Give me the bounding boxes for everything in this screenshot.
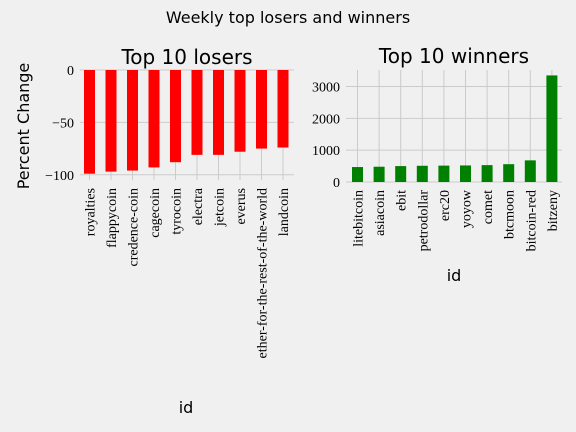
losers-chart-bar [84,70,95,174]
losers-chart-bar [127,70,138,171]
winners-chart-ytick-label: 1000 [312,144,340,159]
losers-chart-xlabel: id [179,398,194,417]
winners-chart-xtick-label: ebit [395,190,410,211]
losers-chart-bar [256,70,267,149]
losers-chart-ytick-label: −100 [45,169,74,184]
losers-chart-ylabel: Percent Change [14,63,33,190]
losers-chart-xtick-label: tyrocoin [170,188,185,235]
winners-chart-xlabel: id [447,266,462,285]
losers-chart-bar [234,70,246,152]
losers-chart-xtick-label: ether-for-the-rest-of-the-world [256,188,271,358]
losers-chart-xtick-label: flappycoin [105,188,120,248]
winners-chart-xtick-label: petrodollar [416,190,431,252]
winners-chart-xtick-label: asiacoin [373,190,388,236]
winners-chart-xtick-label: btcmoon [503,190,518,239]
winners-chart-bar [438,165,450,182]
winners-chart-bar [503,164,515,182]
winners-chart-bar [546,75,558,182]
winners-chart-xtick-label: bitcoin-red [524,190,539,251]
losers-chart-ytick-label: 0 [67,64,74,79]
winners-chart: Top 10 winners id 0 1000 2000 3000 litebitco… [312,44,562,285]
losers-chart-xtick-label: cagecoin [148,188,163,238]
winners-chart-bar [373,166,385,182]
winners-chart-bar [395,166,407,182]
losers-chart-ytick-label: −50 [52,116,74,131]
losers-chart-xtick-label: everus [234,188,249,225]
winners-chart-xtick-label: litebitcoin [352,190,367,247]
losers-chart-bar [148,70,160,168]
losers-chart-bar [213,70,224,155]
winners-chart-bar [460,165,471,182]
winners-chart-bar [524,160,536,182]
losers-chart-bar [191,70,203,155]
winners-chart-ytick-label: 2000 [312,112,340,127]
losers-chart: Top 10 losers Percent Change id 0 −50 −100… [14,45,294,417]
figure-suptitle: Weekly top losers and winners [166,8,410,27]
losers-chart-bar [170,70,181,163]
winners-chart-xtick-label: bitzeny [546,190,561,231]
losers-chart-bar [105,70,117,172]
losers-chart-xtick-label: royalties [84,188,99,236]
losers-chart-xtick-label: jetcoin [213,188,228,227]
winners-chart-ytick-label: 0 [333,176,340,191]
losers-chart-xtick-label: landcoin [277,188,292,236]
winners-chart-ytick-label: 3000 [312,81,340,96]
winners-chart-bar [352,167,363,182]
winners-chart-xtick-label: yoyow [460,189,475,228]
winners-chart-bar [481,165,493,182]
winners-chart-title: Top 10 winners [378,44,529,68]
losers-chart-xtick-label: credence-coin [127,188,142,267]
winners-chart-bar [416,165,428,182]
winners-chart-xtick-label: erc20 [438,190,453,221]
losers-chart-title: Top 10 losers [120,45,252,69]
losers-chart-xtick-label: electra [191,187,206,225]
winners-chart-xtick-label: comet [481,190,496,224]
losers-chart-bar [277,70,289,148]
